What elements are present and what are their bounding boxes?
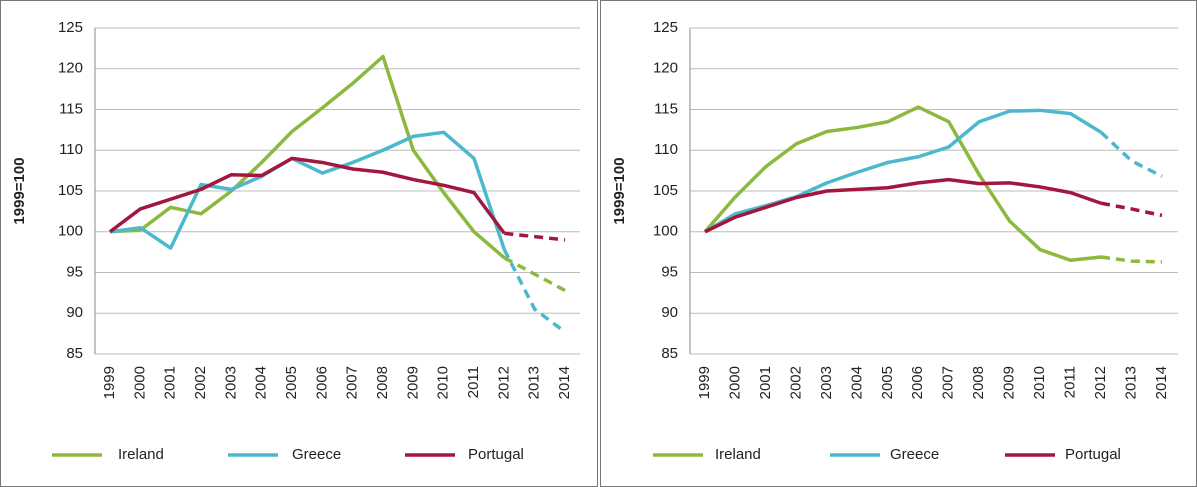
x-tick-label: 2008 (374, 366, 391, 399)
x-tick-label: 2009 (1001, 366, 1018, 399)
series-line (704, 108, 1102, 234)
x-tick-label: 2003 (818, 366, 835, 399)
series-line-dashed (504, 231, 566, 242)
y-tick-label: 105 (58, 182, 83, 199)
x-tick-label: 2000 (726, 366, 743, 399)
x-tick-label: 1999 (696, 366, 713, 399)
legend-label: Portugal (1065, 446, 1121, 463)
x-tick-label: 2006 (313, 366, 330, 399)
y-tick-label: 95 (66, 263, 83, 280)
x-tick-label: 2000 (131, 366, 148, 399)
y-tick-label: 120 (653, 60, 678, 77)
y-tick-label: 100 (58, 223, 83, 240)
legend-label: Greece (292, 446, 341, 463)
x-tick-label: 2012 (1092, 366, 1109, 399)
y-axis-label: 1999=100 (11, 157, 28, 224)
y-tick-label: 110 (59, 141, 83, 158)
legend-label: Ireland (715, 446, 761, 463)
x-tick-label: 2001 (162, 366, 179, 399)
y-tick-label: 90 (66, 304, 83, 321)
legend-label: Ireland (118, 446, 164, 463)
x-tick-label: 2007 (940, 366, 957, 399)
x-tick-label: 2004 (253, 366, 270, 399)
y-tick-label: 100 (653, 223, 678, 240)
y-tick-label: 115 (654, 100, 678, 117)
x-tick-label: 2009 (404, 366, 421, 399)
x-tick-label: 2002 (192, 366, 209, 399)
x-tick-label: 1999 (101, 366, 118, 399)
x-tick-label: 2012 (495, 366, 512, 399)
y-tick-label: 120 (58, 60, 83, 77)
series-line-dashed (503, 256, 566, 292)
y-axis-label: 1999=100 (611, 157, 628, 224)
y-tick-label: 110 (654, 141, 678, 158)
x-tick-label: 2001 (757, 366, 774, 399)
y-tick-label: 125 (58, 19, 83, 36)
x-tick-label: 2005 (879, 366, 896, 399)
panel-border (0, 0, 598, 487)
x-tick-label: 2003 (222, 366, 239, 399)
series-line-dashed (1100, 255, 1163, 264)
x-tick-label: 2014 (556, 366, 573, 399)
legend-label: Portugal (468, 446, 524, 463)
x-tick-label: 2010 (435, 366, 452, 399)
x-tick-label: 2002 (787, 366, 804, 399)
x-tick-label: 2010 (1031, 366, 1048, 399)
y-tick-label: 105 (653, 182, 678, 199)
x-tick-label: 2008 (970, 366, 987, 399)
y-tick-label: 85 (66, 345, 83, 362)
x-tick-label: 2005 (283, 366, 300, 399)
y-tick-label: 125 (653, 19, 678, 36)
x-tick-label: 2011 (1062, 366, 1079, 398)
x-tick-label: 2004 (848, 366, 865, 399)
series-line (703, 105, 1102, 263)
y-tick-label: 90 (661, 304, 678, 321)
x-tick-label: 2014 (1153, 366, 1170, 399)
series-line-dashed (1099, 131, 1163, 178)
legend-label: Greece (890, 446, 939, 463)
series-line-dashed (1100, 201, 1163, 218)
y-tick-label: 85 (661, 345, 678, 362)
series-line (704, 177, 1102, 234)
y-tick-label: 115 (59, 100, 83, 117)
x-tick-label: 2011 (465, 366, 482, 398)
series-line (109, 54, 506, 260)
x-tick-label: 2006 (909, 366, 926, 399)
series-line-dashed (502, 248, 567, 334)
x-tick-label: 2013 (1123, 366, 1140, 399)
y-tick-label: 95 (661, 263, 678, 280)
series-line (109, 130, 506, 251)
x-tick-label: 2007 (344, 366, 361, 399)
x-tick-label: 2013 (526, 366, 543, 399)
series-line (108, 156, 506, 235)
